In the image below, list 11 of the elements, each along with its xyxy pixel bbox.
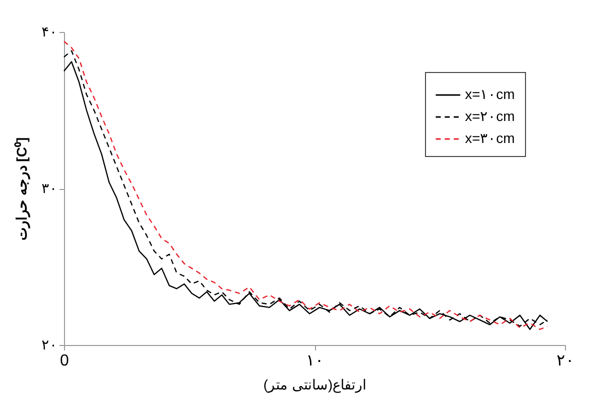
y-axis-title: درجه حرارت [C⁰]	[14, 137, 30, 241]
legend-label: x=۳۰cm	[465, 130, 515, 146]
y-tick-label: ۲۰	[42, 336, 58, 352]
legend-label: x=۲۰cm	[465, 108, 515, 124]
legend-label: x=۱۰cm	[465, 86, 515, 102]
y-tick-label: ۴۰	[42, 24, 58, 40]
y-tick-label: ۳۰	[42, 180, 58, 196]
x-tick-label: ۱۰	[306, 352, 324, 370]
x-tick-label: ۲۰	[556, 352, 574, 370]
x-axis-title: ارتفاع(سانتی متر)	[263, 376, 367, 394]
x-tick-label: 0	[60, 352, 70, 370]
